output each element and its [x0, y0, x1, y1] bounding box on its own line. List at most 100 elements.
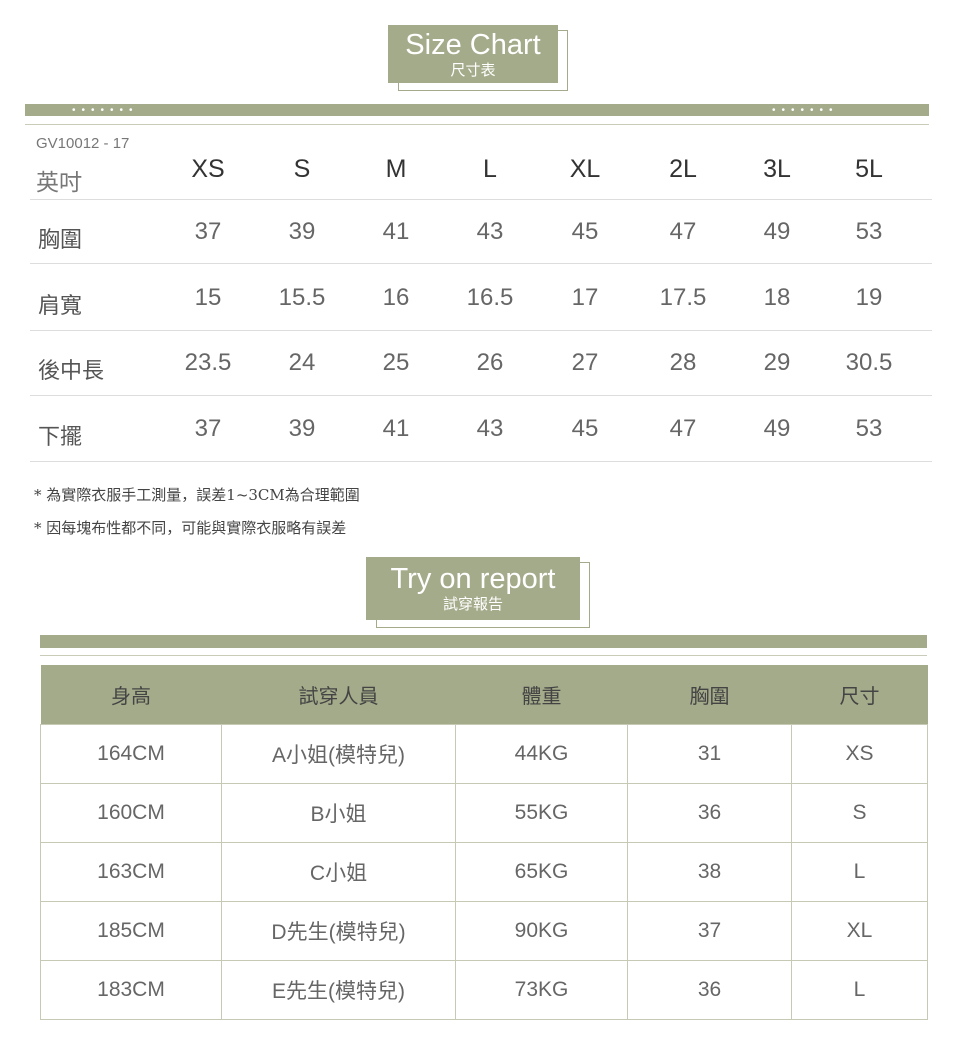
- size-chart-title: Size Chart: [405, 29, 541, 61]
- table-row: 160CM B小姐 55KG 36 S: [40, 783, 928, 843]
- note-2: * 因每塊布性都不同，可能與實際衣服略有誤差: [34, 519, 347, 537]
- table-cell: L: [791, 960, 928, 1020]
- try-on-badge: Try on report 試穿報告: [366, 557, 580, 620]
- measurement-cell: 17: [571, 284, 599, 311]
- size-chart-subtitle: 尺寸表: [450, 62, 496, 79]
- row-label: 下擺: [38, 424, 83, 449]
- row-divider: [30, 395, 932, 396]
- try-on-subtitle: 試穿報告: [442, 596, 503, 613]
- section-bar: [25, 104, 929, 116]
- measurement-cell: 23.5: [184, 349, 232, 376]
- table-cell: 55KG: [455, 783, 628, 843]
- table-cell: B小姐: [221, 783, 456, 843]
- unit-label: 英吋: [36, 169, 82, 195]
- measurement-cell: 15: [194, 284, 222, 311]
- measurement-cell: 18: [763, 284, 791, 311]
- measurement-cell: 16: [382, 284, 410, 311]
- dots-right: •••••••: [772, 105, 839, 116]
- table-row: 183CM E先生(模特兒) 73KG 36 L: [40, 960, 928, 1020]
- table-cell: 164CM: [40, 724, 222, 784]
- table-cell: S: [791, 783, 928, 843]
- table-cell: L: [791, 842, 928, 902]
- row-divider: [30, 199, 932, 200]
- measurement-cell: 45: [571, 415, 599, 442]
- measurement-cell: 26: [476, 349, 504, 376]
- table-cell: 36: [627, 960, 792, 1020]
- table-cell: XL: [791, 901, 928, 961]
- table-cell: A小姐(模特兒): [221, 724, 456, 784]
- measurement-cell: 43: [476, 415, 504, 442]
- measurement-cell: 24: [288, 349, 316, 376]
- measurement-cell: 17.5: [659, 284, 707, 311]
- measurement-cell: 45: [571, 218, 599, 245]
- column-header: 胸圍: [627, 665, 792, 725]
- table-cell: E先生(模特兒): [221, 960, 456, 1020]
- try-on-title: Try on report: [390, 563, 556, 595]
- table-cell: D先生(模特兒): [221, 901, 456, 961]
- size-header-XS: XS: [191, 155, 225, 183]
- size-chart-badge: Size Chart 尺寸表: [388, 25, 558, 83]
- measurement-cell: 39: [288, 218, 316, 245]
- measurement-cell: 47: [669, 415, 697, 442]
- size-header-S: S: [293, 155, 311, 183]
- table-cell: 183CM: [40, 960, 222, 1020]
- table-row: 185CM D先生(模特兒) 90KG 37 XL: [40, 901, 928, 961]
- measurement-cell: 41: [382, 218, 410, 245]
- measurement-cell: 53: [855, 415, 883, 442]
- size-header-XL: XL: [569, 155, 601, 183]
- table-cell: 160CM: [40, 783, 222, 843]
- measurement-cell: 49: [763, 415, 791, 442]
- measurement-cell: 27: [571, 349, 599, 376]
- row-divider: [30, 330, 932, 331]
- divider: [40, 655, 927, 656]
- table-cell: 37: [627, 901, 792, 961]
- measurement-cell: 28: [669, 349, 697, 376]
- measurement-cell: 39: [288, 415, 316, 442]
- product-code: GV10012 - 17: [36, 135, 130, 152]
- table-cell: 90KG: [455, 901, 628, 961]
- table-cell: 73KG: [455, 960, 628, 1020]
- table-cell: 38: [627, 842, 792, 902]
- measurement-cell: 37: [194, 415, 222, 442]
- section-bar: [40, 635, 927, 648]
- measurement-cell: 19: [855, 284, 883, 311]
- row-divider: [30, 263, 932, 264]
- size-header-5L: 5L: [855, 155, 883, 183]
- row-label: 胸圍: [38, 227, 83, 252]
- column-header: 試穿人員: [221, 665, 456, 725]
- measurement-cell: 15.5: [278, 284, 326, 311]
- table-cell: 65KG: [455, 842, 628, 902]
- try-on-table: 身高 試穿人員 體重 胸圍 尺寸 164CM A小姐(模特兒) 44KG 31 XS 160CM B…: [40, 665, 928, 1020]
- measurement-cell: 37: [194, 218, 222, 245]
- row-divider: [30, 461, 932, 462]
- table-row: 164CM A小姐(模特兒) 44KG 31 XS: [40, 724, 928, 784]
- measurement-cell: 53: [855, 218, 883, 245]
- row-label: 後中長: [38, 358, 105, 383]
- row-label: 肩寬: [38, 293, 83, 318]
- dots-left: •••••••: [72, 105, 139, 116]
- note-1: * 為實際衣服手工測量，誤差1~3CM為合理範圍: [34, 486, 360, 504]
- divider: [25, 124, 929, 125]
- table-cell: XS: [791, 724, 928, 784]
- size-header-L: L: [483, 155, 497, 183]
- column-header: 尺寸: [791, 665, 928, 725]
- table-cell: 163CM: [40, 842, 222, 902]
- measurement-cell: 43: [476, 218, 504, 245]
- measurement-cell: 41: [382, 415, 410, 442]
- table-cell: C小姐: [221, 842, 456, 902]
- measurement-cell: 47: [669, 218, 697, 245]
- table-cell: 185CM: [40, 901, 222, 961]
- measurement-cell: 30.5: [845, 349, 893, 376]
- table-cell: 36: [627, 783, 792, 843]
- measurement-cell: 16.5: [466, 284, 514, 311]
- size-header-M: M: [385, 155, 407, 183]
- table-cell: 31: [627, 724, 792, 784]
- table-cell: 44KG: [455, 724, 628, 784]
- column-header: 身高: [40, 665, 222, 725]
- size-header-2L: 2L: [669, 155, 697, 183]
- size-header-3L: 3L: [763, 155, 791, 183]
- measurement-cell: 25: [382, 349, 410, 376]
- table-row: 163CM C小姐 65KG 38 L: [40, 842, 928, 902]
- column-header: 體重: [455, 665, 628, 725]
